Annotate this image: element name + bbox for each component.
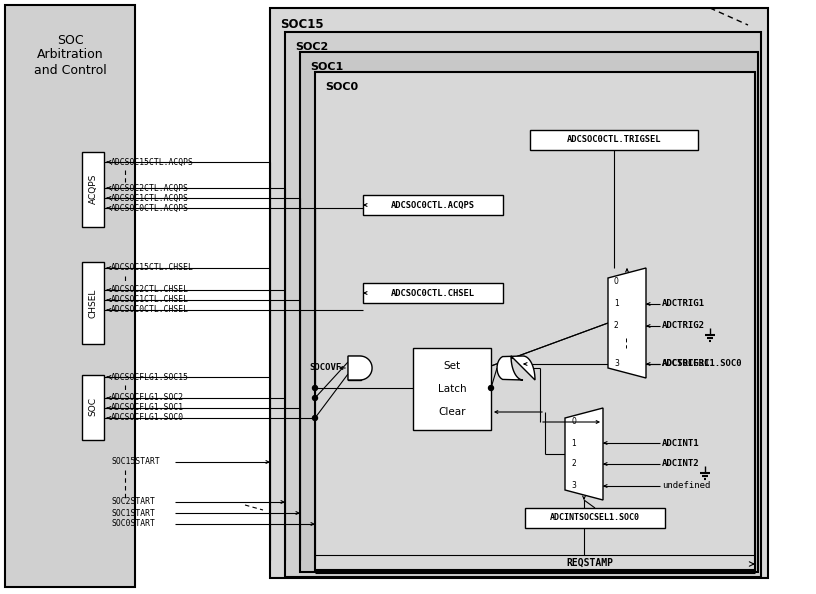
Text: ADCSOC15CTL.ACQPS: ADCSOC15CTL.ACQPS xyxy=(111,157,194,166)
Text: Latch: Latch xyxy=(437,384,466,394)
Text: CHSEL: CHSEL xyxy=(88,288,97,318)
Text: ADCTRIG2: ADCTRIG2 xyxy=(662,321,705,330)
Text: ADCTRIG31: ADCTRIG31 xyxy=(662,359,711,368)
Bar xyxy=(530,130,698,150)
Text: SOC: SOC xyxy=(88,397,97,416)
Text: ADCINTSOCSEL1.SOC0: ADCINTSOCSEL1.SOC0 xyxy=(550,513,640,523)
Text: ADCINT1: ADCINT1 xyxy=(662,438,699,447)
Circle shape xyxy=(313,396,317,400)
Text: ADCTRIG1: ADCTRIG1 xyxy=(662,299,705,308)
Text: ADCSOCFLG1.SOC15: ADCSOCFLG1.SOC15 xyxy=(111,372,189,381)
Bar xyxy=(525,508,665,528)
Text: 0: 0 xyxy=(614,277,619,286)
Text: ADCSOC15CTL.CHSEL: ADCSOC15CTL.CHSEL xyxy=(111,264,194,273)
Text: SOC0: SOC0 xyxy=(325,82,358,92)
Text: 3: 3 xyxy=(571,482,576,491)
Text: 0: 0 xyxy=(571,418,576,426)
Text: SOC2: SOC2 xyxy=(295,42,328,52)
Text: ADCINT2: ADCINT2 xyxy=(662,460,699,469)
Text: Set: Set xyxy=(443,361,460,371)
Text: ADCSOC1CTL.CHSEL: ADCSOC1CTL.CHSEL xyxy=(111,295,189,305)
Text: ADCSOC2CTL.ACQPS: ADCSOC2CTL.ACQPS xyxy=(111,184,189,192)
Polygon shape xyxy=(348,356,372,380)
Bar xyxy=(270,8,768,578)
Text: ADCSOC2CTL.CHSEL: ADCSOC2CTL.CHSEL xyxy=(111,286,189,295)
Text: SOC1: SOC1 xyxy=(310,62,344,72)
Text: ADCSOC0CTL.ACQPS: ADCSOC0CTL.ACQPS xyxy=(391,201,475,210)
Text: Clear: Clear xyxy=(438,407,466,417)
Text: REQSTAMP: REQSTAMP xyxy=(566,558,614,568)
Text: ADCSOCFLG1.SOC1: ADCSOCFLG1.SOC1 xyxy=(111,403,184,412)
Text: SOCOVF: SOCOVF xyxy=(310,364,342,372)
Bar xyxy=(5,5,135,587)
Text: ADCSOCFLG1.SOC0: ADCSOCFLG1.SOC0 xyxy=(111,413,184,422)
Text: SOC0START: SOC0START xyxy=(111,520,155,529)
Text: SOC15: SOC15 xyxy=(280,18,324,31)
Text: ADCSOCFLG1.SOC2: ADCSOCFLG1.SOC2 xyxy=(111,393,184,403)
Text: SOC
Arbitration
and Control: SOC Arbitration and Control xyxy=(33,33,106,77)
Polygon shape xyxy=(565,408,603,500)
Text: ADCSOC0CTL.CHSEL: ADCSOC0CTL.CHSEL xyxy=(391,289,475,298)
Bar xyxy=(348,356,361,380)
Text: ADCSOCFRC1.SOC0: ADCSOCFRC1.SOC0 xyxy=(662,359,743,368)
Bar xyxy=(82,152,104,227)
Text: 1: 1 xyxy=(614,299,619,308)
Text: ADCSOC0CTL.TRIGSEL: ADCSOC0CTL.TRIGSEL xyxy=(567,135,661,144)
Bar xyxy=(82,375,104,440)
Text: 2: 2 xyxy=(571,460,576,469)
Text: undefined: undefined xyxy=(662,482,711,491)
Bar xyxy=(82,262,104,344)
Text: 1: 1 xyxy=(571,438,576,447)
Bar xyxy=(413,348,491,430)
Text: SOC2START: SOC2START xyxy=(111,498,155,507)
Text: SOC15START: SOC15START xyxy=(111,457,160,466)
Polygon shape xyxy=(497,356,535,380)
Text: 2: 2 xyxy=(614,321,619,330)
Text: SOC1START: SOC1START xyxy=(111,508,155,517)
Bar xyxy=(363,283,503,303)
Text: ADCSOC0CTL.CHSEL: ADCSOC0CTL.CHSEL xyxy=(111,305,189,314)
Bar xyxy=(285,32,761,577)
Circle shape xyxy=(313,386,317,390)
Text: ADCSOC0CTL.ACQPS: ADCSOC0CTL.ACQPS xyxy=(111,204,189,213)
Bar xyxy=(363,195,503,215)
Bar xyxy=(315,72,755,570)
Polygon shape xyxy=(608,268,646,378)
Circle shape xyxy=(313,415,317,421)
Text: ACQPS: ACQPS xyxy=(88,174,97,204)
Bar xyxy=(300,52,758,572)
Text: ADCSOC1CTL.ACQPS: ADCSOC1CTL.ACQPS xyxy=(111,194,189,203)
Text: 3: 3 xyxy=(614,359,619,368)
Circle shape xyxy=(489,386,494,390)
